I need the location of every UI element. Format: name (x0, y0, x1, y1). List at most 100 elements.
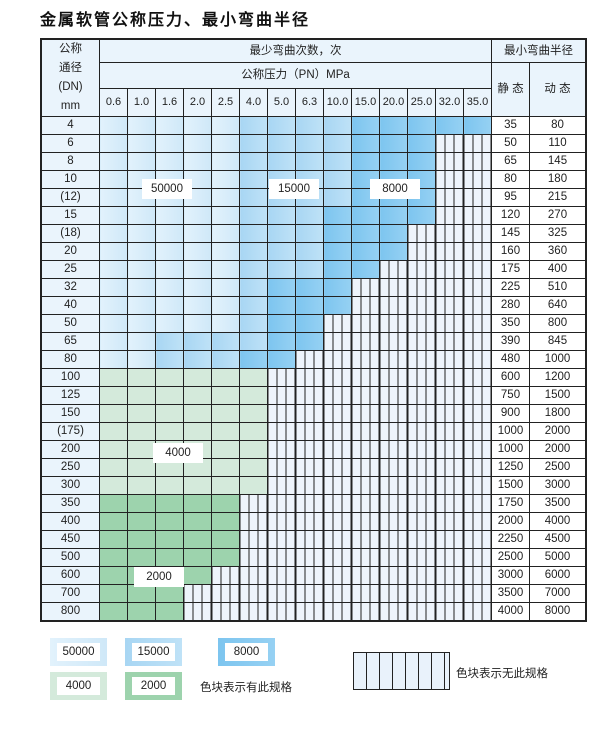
spec-cell-2000 (211, 512, 240, 531)
spec-cell-2000 (99, 512, 128, 531)
no-spec-cell (267, 422, 296, 441)
spec-cell-50000 (211, 314, 240, 333)
no-spec-cell (379, 530, 408, 549)
spec-table-wrapper: 公称 通径 (DN) mm 最少弯曲次数，次 最小弯曲半径 公称压力（PN）MP… (40, 38, 587, 622)
no-spec-cell (435, 134, 464, 153)
pressure-6.3: 6.3 (295, 88, 324, 117)
spec-cell-4000 (211, 440, 240, 459)
no-spec-cell (435, 332, 464, 351)
static-radius-cell: 1000 (491, 422, 530, 441)
dynamic-radius-cell: 510 (529, 278, 587, 297)
spec-cell-8000 (351, 152, 380, 171)
no-spec-cell (407, 368, 436, 387)
dynamic-radius-cell: 180 (529, 170, 587, 189)
spec-cell-50000 (183, 152, 212, 171)
no-spec-cell (379, 512, 408, 531)
dn-cell: 25 (40, 260, 100, 279)
no-spec-cell (239, 566, 268, 585)
pressure-header: 公称压力（PN）MPa (99, 62, 492, 89)
spec-cell-15000 (211, 350, 240, 369)
spec-cell-4000 (183, 404, 212, 423)
dn-cell: 8 (40, 152, 100, 171)
dn-cell: 125 (40, 386, 100, 405)
spec-cell-50000 (127, 242, 156, 261)
spec-cell-15000 (295, 242, 324, 261)
dn-cell: 200 (40, 440, 100, 459)
static-radius-cell: 3000 (491, 566, 530, 585)
no-spec-cell (435, 566, 464, 585)
legend-swatch-8000: 8000 (218, 638, 275, 666)
spec-cell-50000 (99, 278, 128, 297)
spec-cell-15000 (239, 296, 268, 315)
spec-cell-4000 (239, 386, 268, 405)
dynamic-radius-cell: 270 (529, 206, 587, 225)
no-spec-cell (351, 314, 380, 333)
dn-header-line: 公称 (59, 43, 82, 55)
table-row: 200 1000 2000 (40, 440, 587, 459)
no-spec-cell (295, 386, 324, 405)
pressure-25.0: 25.0 (407, 88, 436, 117)
dn-cell: 20 (40, 242, 100, 261)
spec-cell-50000 (211, 260, 240, 279)
static-radius-cell: 2000 (491, 512, 530, 531)
no-spec-cell (379, 386, 408, 405)
no-spec-cell (295, 422, 324, 441)
no-spec-cell (267, 458, 296, 477)
table-row: 50 350 800 (40, 314, 587, 333)
no-spec-cell (323, 368, 352, 387)
static-radius-cell: 280 (491, 296, 530, 315)
no-spec-cell (435, 530, 464, 549)
no-spec-cell (351, 296, 380, 315)
dn-cell: 80 (40, 350, 100, 369)
no-spec-cell (351, 584, 380, 603)
no-spec-cell (379, 440, 408, 459)
legend-swatch-4000: 4000 (50, 672, 107, 700)
static-radius-cell: 350 (491, 314, 530, 333)
spec-cell-50000 (127, 152, 156, 171)
no-spec-cell (463, 332, 492, 351)
no-spec-cell (463, 206, 492, 225)
no-spec-cell (463, 188, 492, 207)
spec-cell-4000 (99, 368, 128, 387)
no-spec-cell (323, 314, 352, 333)
static-radius-cell: 2500 (491, 548, 530, 567)
no-spec-cell (435, 260, 464, 279)
spec-cell-2000 (127, 494, 156, 513)
static-radius-cell: 160 (491, 242, 530, 261)
pressure-15.0: 15.0 (351, 88, 380, 117)
spec-cell-50000 (183, 224, 212, 243)
spec-cell-8000 (435, 116, 464, 135)
spec-cell-50000 (155, 152, 184, 171)
table-row: 32 225 510 (40, 278, 587, 297)
no-spec-cell (435, 314, 464, 333)
table-row: 65 390 845 (40, 332, 587, 351)
spec-cell-2000 (99, 602, 128, 622)
spec-cell-2000 (127, 512, 156, 531)
no-spec-cell (435, 368, 464, 387)
no-spec-cell (351, 476, 380, 495)
no-spec-cell (435, 404, 464, 423)
static-radius-cell: 1000 (491, 440, 530, 459)
static-radius-cell: 600 (491, 368, 530, 387)
table-row: 25 175 400 (40, 260, 587, 279)
no-spec-cell (463, 530, 492, 549)
dn-cell: 15 (40, 206, 100, 225)
spec-cell-50000 (99, 350, 128, 369)
no-spec-cell (323, 530, 352, 549)
no-spec-cell (407, 332, 436, 351)
no-spec-cell (407, 422, 436, 441)
table-row: 4 35 80 (40, 116, 587, 135)
spec-cell-4000 (127, 422, 156, 441)
spec-cell-4000 (155, 368, 184, 387)
spec-cell-8000 (267, 350, 296, 369)
spec-cell-4000 (183, 386, 212, 405)
spec-cell-50000 (183, 134, 212, 153)
static-radius-cell: 480 (491, 350, 530, 369)
spec-cell-2000 (155, 530, 184, 549)
spec-cell-2000 (127, 602, 156, 622)
no-spec-cell (379, 584, 408, 603)
no-spec-cell (407, 476, 436, 495)
dn-cell: 600 (40, 566, 100, 585)
table-row: 40 280 640 (40, 296, 587, 315)
legend-label: 8000 (225, 643, 268, 661)
